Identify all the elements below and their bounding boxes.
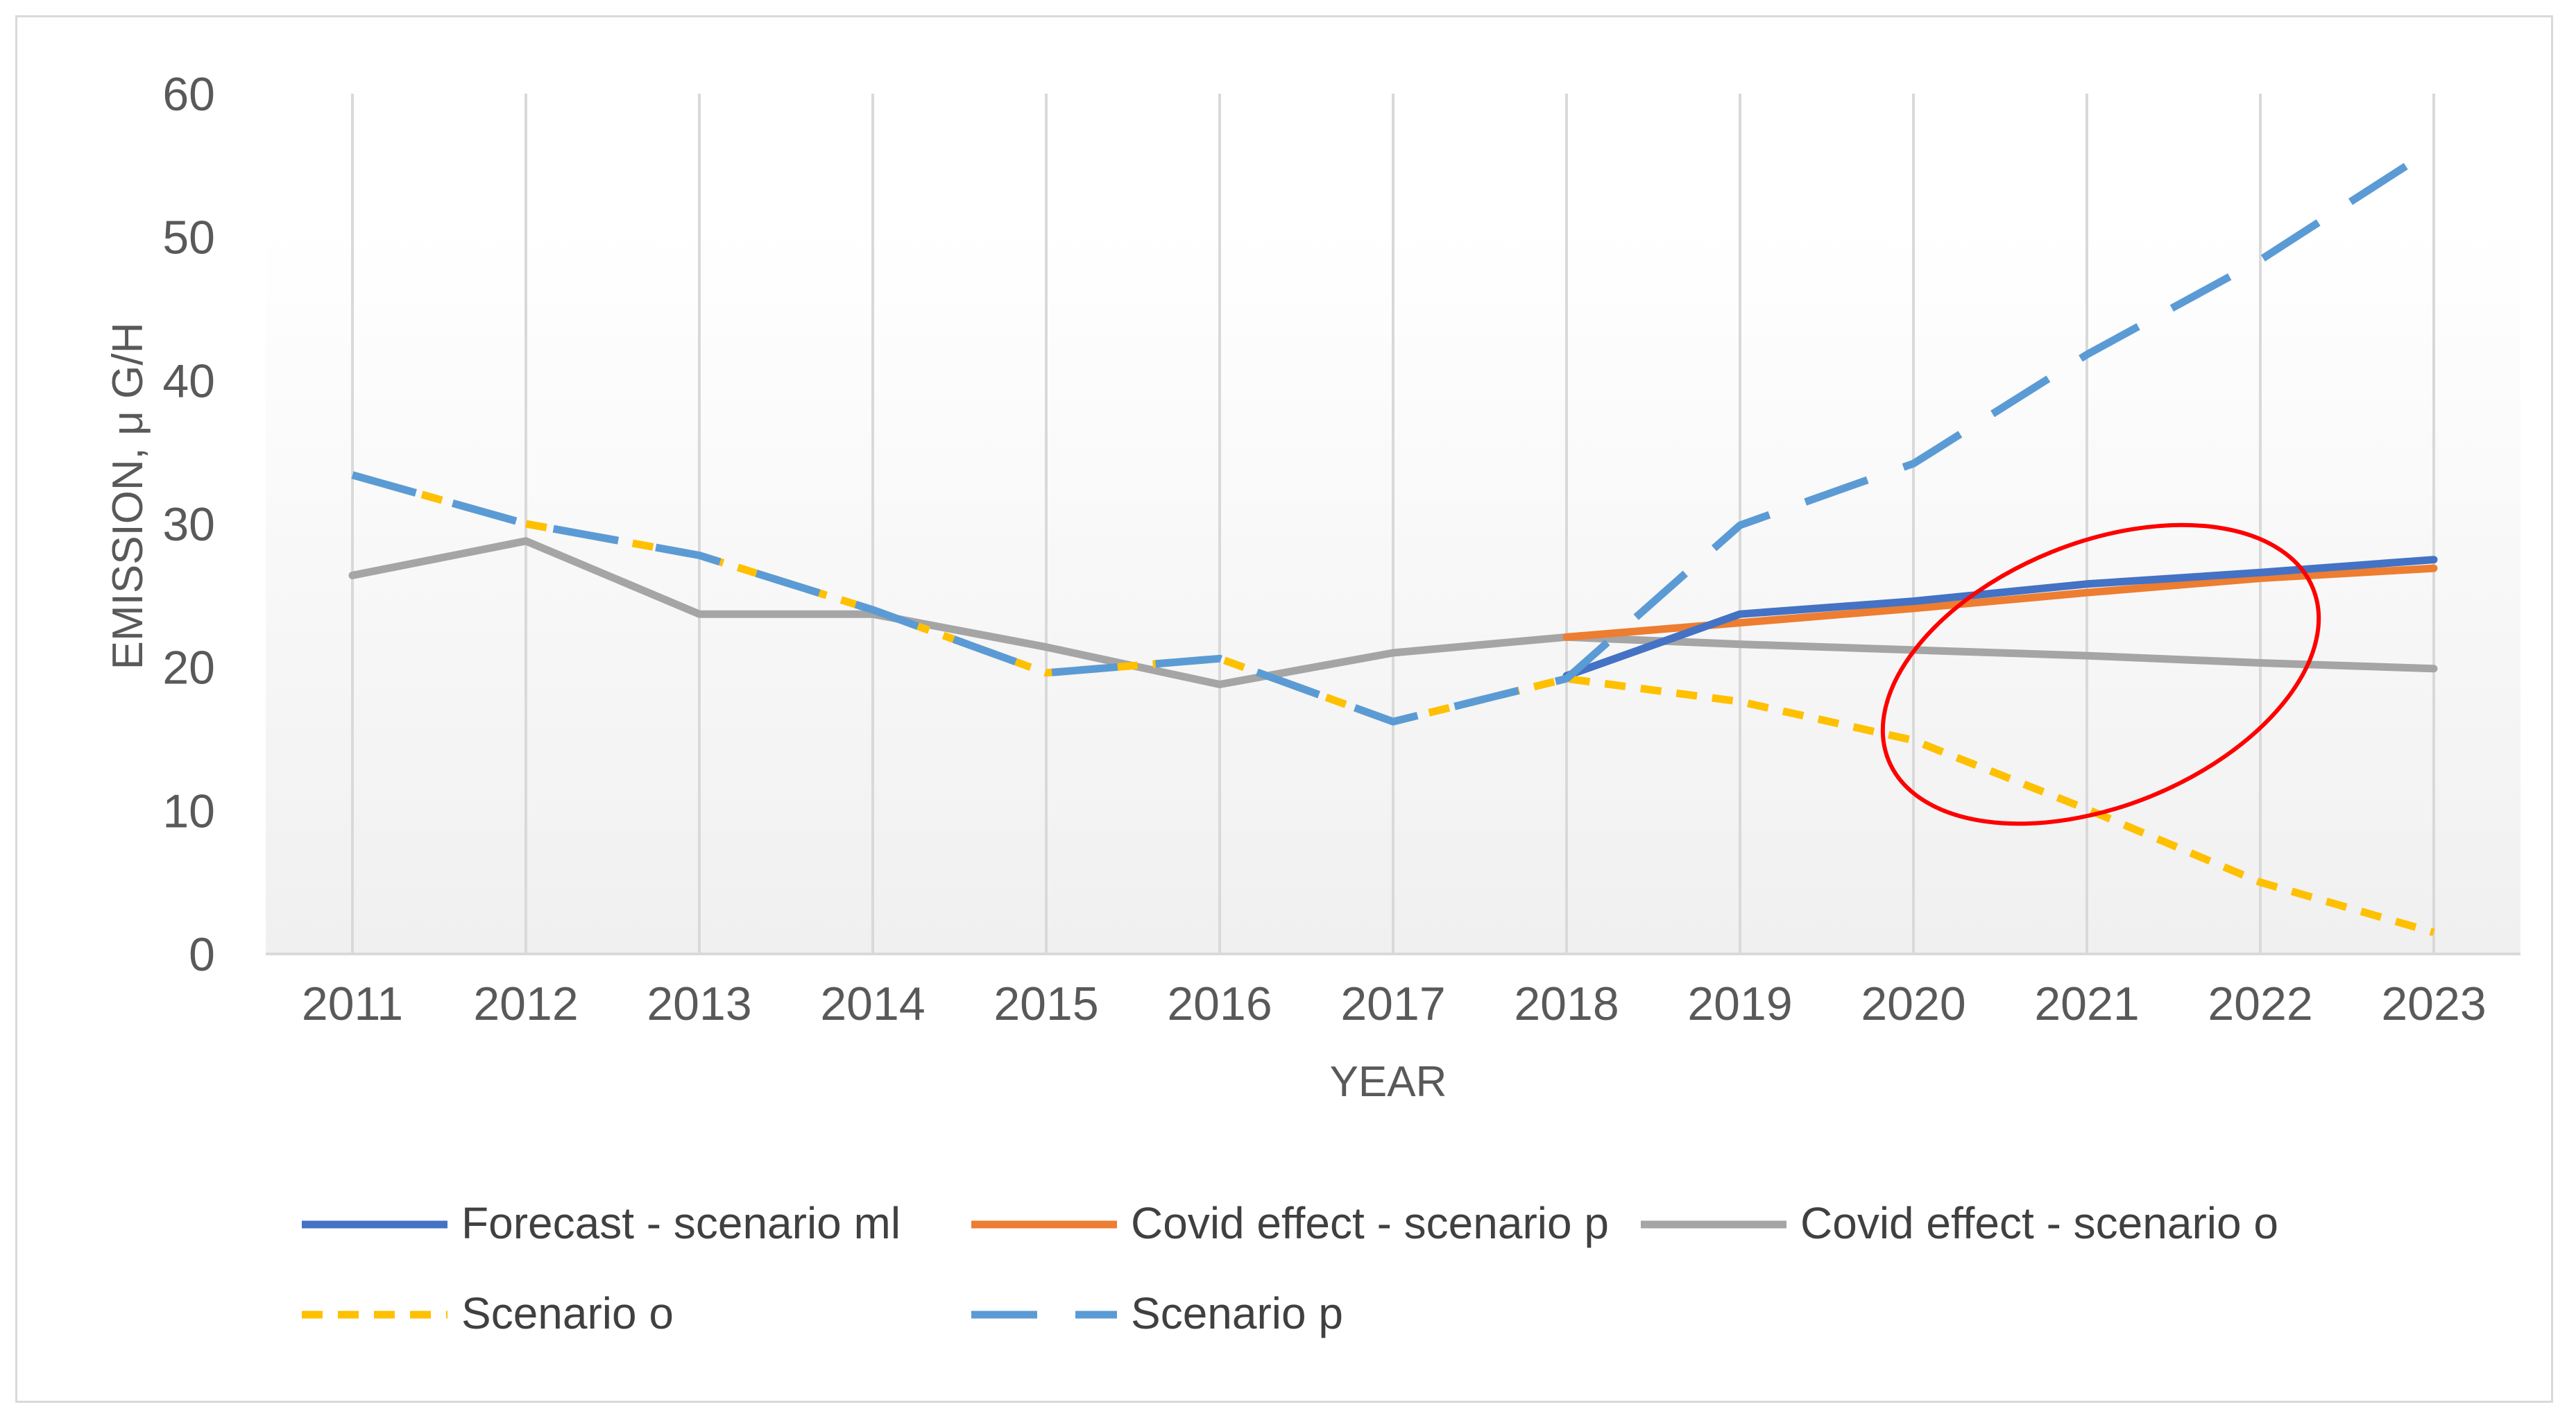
legend-label: Covid effect - scenario o	[1800, 1198, 2278, 1248]
legend-item: Scenario o	[302, 1288, 674, 1338]
series-lines	[348, 144, 2438, 937]
x-tick-label: 2013	[647, 978, 751, 1030]
chart-frame: 2011 2012 2013 2014 2015 2016 2017 2018 2019 2020…	[15, 15, 2553, 1403]
annotations	[1880, 522, 2321, 826]
x-tick-label: 2012	[473, 978, 578, 1030]
y-tick-label: 40	[162, 355, 215, 407]
legend-label: Scenario o	[461, 1288, 674, 1338]
y-tick-label: 10	[162, 785, 215, 837]
x-tick-label: 2022	[2208, 978, 2312, 1030]
series-line-covid-effect-scenario-o	[348, 537, 2438, 688]
x-tick-label: 2015	[993, 978, 1098, 1030]
legend-label: Forecast - scenario ml	[461, 1198, 901, 1248]
legend-label: Covid effect - scenario p	[1131, 1198, 1609, 1248]
y-tick-label: 20	[162, 642, 215, 694]
y-tick-label: 0	[189, 928, 215, 981]
legend-item: Scenario p	[971, 1288, 1343, 1338]
legend-item: Forecast - scenario ml	[302, 1198, 901, 1248]
series-line-scenario-p	[351, 144, 2436, 726]
x-tick-label: 2019	[1687, 978, 1792, 1030]
x-tick-label: 2020	[1861, 978, 1965, 1030]
y-tick-label: 60	[162, 68, 215, 121]
x-axis-title: YEAR	[1330, 1058, 1447, 1106]
axes: 2011 2012 2013 2014 2015 2016 2017 2018 2019 2020…	[162, 68, 2520, 1030]
x-tick-label: 2018	[1514, 978, 1619, 1030]
x-tick-label: 2014	[820, 978, 925, 1030]
legend-item: Covid effect - scenario o	[1641, 1198, 2278, 1248]
series-line-forecast-scenario-ml	[1562, 556, 2438, 680]
x-tick-label: 2011	[302, 978, 403, 1030]
x-tick-label: 2023	[2381, 978, 2486, 1030]
legend-label: Scenario p	[1131, 1288, 1343, 1338]
x-tick-label: 2016	[1167, 978, 1272, 1030]
y-tick-label: 30	[162, 498, 215, 551]
legend-item: Covid effect - scenario p	[971, 1198, 1609, 1248]
gridlines	[351, 94, 2435, 954]
x-tick-label: 2017	[1340, 978, 1445, 1030]
legend: Forecast - scenario ml Covid effect - sce…	[302, 1198, 2278, 1338]
y-axis-title: EMISSION, μ G/H	[104, 323, 152, 670]
highlight-ellipse	[1880, 522, 2321, 826]
chart-svg: 2011 2012 2013 2014 2015 2016 2017 2018 2019 2020…	[104, 68, 2520, 1338]
y-tick-label: 50	[162, 212, 215, 264]
x-tick-label: 2021	[2034, 978, 2139, 1030]
